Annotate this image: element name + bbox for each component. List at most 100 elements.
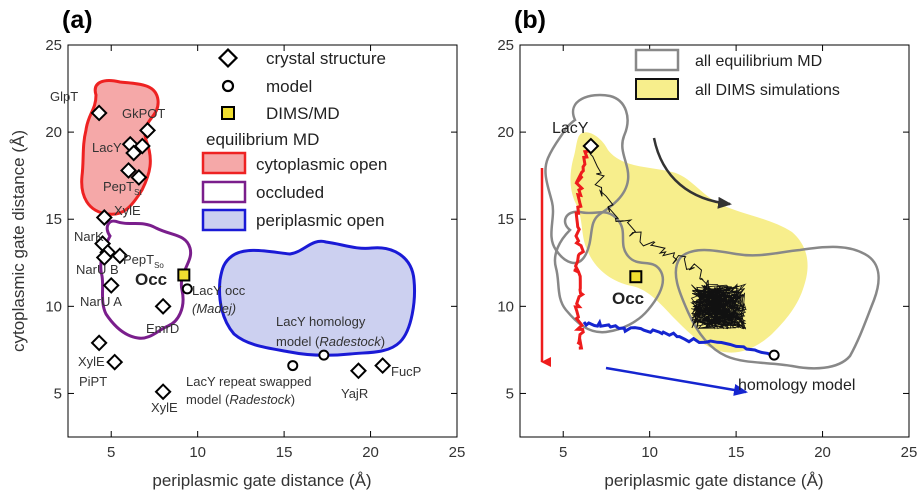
panel-b: (b) 5 10 15 20 25 5 10 15 20 25 all equilibrium M…: [497, 6, 917, 490]
y-tick-label: 25: [497, 37, 514, 54]
x-tick-label: 25: [449, 444, 466, 461]
xlabel-b: periplasmic gate distance (Å): [604, 471, 823, 490]
plot-frame-a: [67, 44, 458, 438]
legend-dims-text: DIMS/MD: [266, 104, 340, 123]
legend-dims-swatch: [635, 78, 679, 100]
crystal-structure-marker: [95, 208, 113, 226]
label-homology-b: homology model: [738, 377, 855, 394]
legend-eqmd-header: equilibrium MD: [206, 130, 319, 149]
label-lacy-occ: LacY occ: [192, 283, 246, 298]
label-naru-a: NarU A: [80, 294, 122, 309]
crystal-structure-marker: [139, 121, 157, 139]
x-tick-label: 5: [559, 444, 567, 461]
y-tick-label: 20: [45, 124, 62, 141]
label-yajr: YajR: [341, 386, 368, 401]
xlabel-a: periplasmic gate distance (Å): [152, 471, 371, 490]
x-tick-label: 15: [728, 444, 745, 461]
dims-marker: [177, 268, 191, 282]
crystal-structure-marker: [154, 297, 172, 315]
blue-arrow: [605, 366, 748, 396]
eq-outline-occl: [553, 210, 665, 334]
crystal-structure-marker: [130, 168, 148, 186]
panel-a-label: (a): [62, 6, 93, 34]
crystal-structure-marker: [90, 334, 108, 352]
panel-b-label: (b): [514, 6, 546, 34]
x-tick-label: 20: [362, 444, 379, 461]
y-tick-label: 5: [54, 385, 62, 402]
label-homology-1: LacY homology: [276, 314, 366, 329]
crystal-structure-marker: [111, 247, 129, 265]
dims-trajectory: [584, 145, 722, 307]
legend-peri-swatch: [201, 208, 247, 232]
label-xyle-top: XylE: [114, 203, 141, 218]
label-occ-b: Occ: [612, 289, 644, 308]
legend-cyto-swatch: [201, 151, 247, 175]
dims-cluster: [690, 283, 747, 330]
y-tick-label: 20: [497, 124, 514, 141]
legend-eq-text: all equilibrium MD: [695, 53, 822, 70]
legend-eq-swatch: [634, 48, 680, 72]
legend-diamond-marker: [217, 47, 239, 69]
label-emrd: EmrD: [146, 321, 179, 336]
crystal-structure-marker: [133, 137, 151, 155]
label-madej: (Madej): [192, 301, 236, 316]
x-tick-label: 20: [814, 444, 831, 461]
crystal-structure-marker: [125, 144, 143, 162]
ticks-b: 5 10 15 20 25 5 10 15 20 25: [497, 37, 917, 461]
legend-cyto-text: cytoplasmic open: [256, 155, 387, 174]
y-tick-label: 10: [497, 298, 514, 315]
crystal-structure-marker: [154, 383, 172, 401]
model-marker: [181, 283, 193, 295]
legend-square-marker: [221, 106, 235, 120]
label-homology-2: model (Radestock): [276, 334, 385, 349]
plot-frame-b: [519, 44, 910, 438]
x-tick-label: 15: [276, 444, 293, 461]
model-marker: [318, 349, 330, 361]
eq-outline-cyto: [544, 93, 630, 265]
region-dims: [570, 132, 808, 353]
x-tick-label: 25: [901, 444, 918, 461]
label-repeat-2: model (Radestock): [186, 392, 295, 407]
x-tick-label: 5: [107, 444, 115, 461]
label-occ-a: Occ: [135, 270, 167, 289]
label-pipt: PiPT: [79, 374, 107, 389]
label-repeat-1: LacY repeat swapped: [186, 374, 312, 389]
label-glpt: GlpT: [50, 89, 78, 104]
y-tick-label: 25: [45, 37, 62, 54]
trace-homology: [582, 318, 775, 359]
label-pept-st: PepTSt: [103, 179, 142, 197]
crystal-structure-marker: [120, 161, 137, 179]
dims-cluster-path: [690, 283, 747, 330]
y-tick-label: 15: [497, 211, 514, 228]
dims-marker: [629, 270, 643, 284]
crystal-structure-marker: [374, 357, 392, 375]
label-gkpot: GkPOT: [122, 106, 165, 121]
legend-occl-swatch: [201, 180, 247, 204]
legend-crystal-text: crystal structure: [266, 49, 386, 68]
legend-circle-marker: [221, 79, 235, 93]
legend-b: all equilibrium MD all DIMS simulations: [634, 48, 840, 100]
legend-dims-text-b: all DIMS simulations: [695, 82, 840, 99]
label-lacy: LacY: [92, 140, 122, 155]
crystal-structure-marker: [102, 276, 120, 294]
model-marker: [287, 360, 299, 372]
marks-a: [90, 104, 392, 401]
label-xyle-mid: XylE: [78, 354, 105, 369]
ticks-a: 5 10 15 20 25 5 10 15 20 25: [45, 37, 465, 461]
label-lacy-b: LacY: [552, 120, 589, 137]
region-periplasmic-open: [218, 239, 416, 357]
trace-lacy: [573, 144, 592, 350]
crystal-structure-marker: [106, 353, 124, 371]
x-tick-label: 10: [189, 444, 206, 461]
panel-a: (a) 5 10 15 20 25 5 10 15 20 25 crystal structure…: [9, 6, 465, 490]
crystal-structure-marker: [349, 362, 367, 380]
label-nark: NarK: [74, 229, 104, 244]
legend-a: crystal structure model DIMS/MD equilibr…: [201, 47, 387, 232]
ylabel-a: cytoplasmic gate distance (Å): [9, 130, 28, 352]
y-tick-label: 10: [45, 298, 62, 315]
model-marker: [768, 349, 780, 361]
crystal-structure-marker: [95, 249, 113, 267]
crystal-structure-marker: [90, 104, 108, 122]
label-xyle-bot: XylE: [151, 400, 178, 415]
label-fucp: FucP: [391, 364, 421, 379]
